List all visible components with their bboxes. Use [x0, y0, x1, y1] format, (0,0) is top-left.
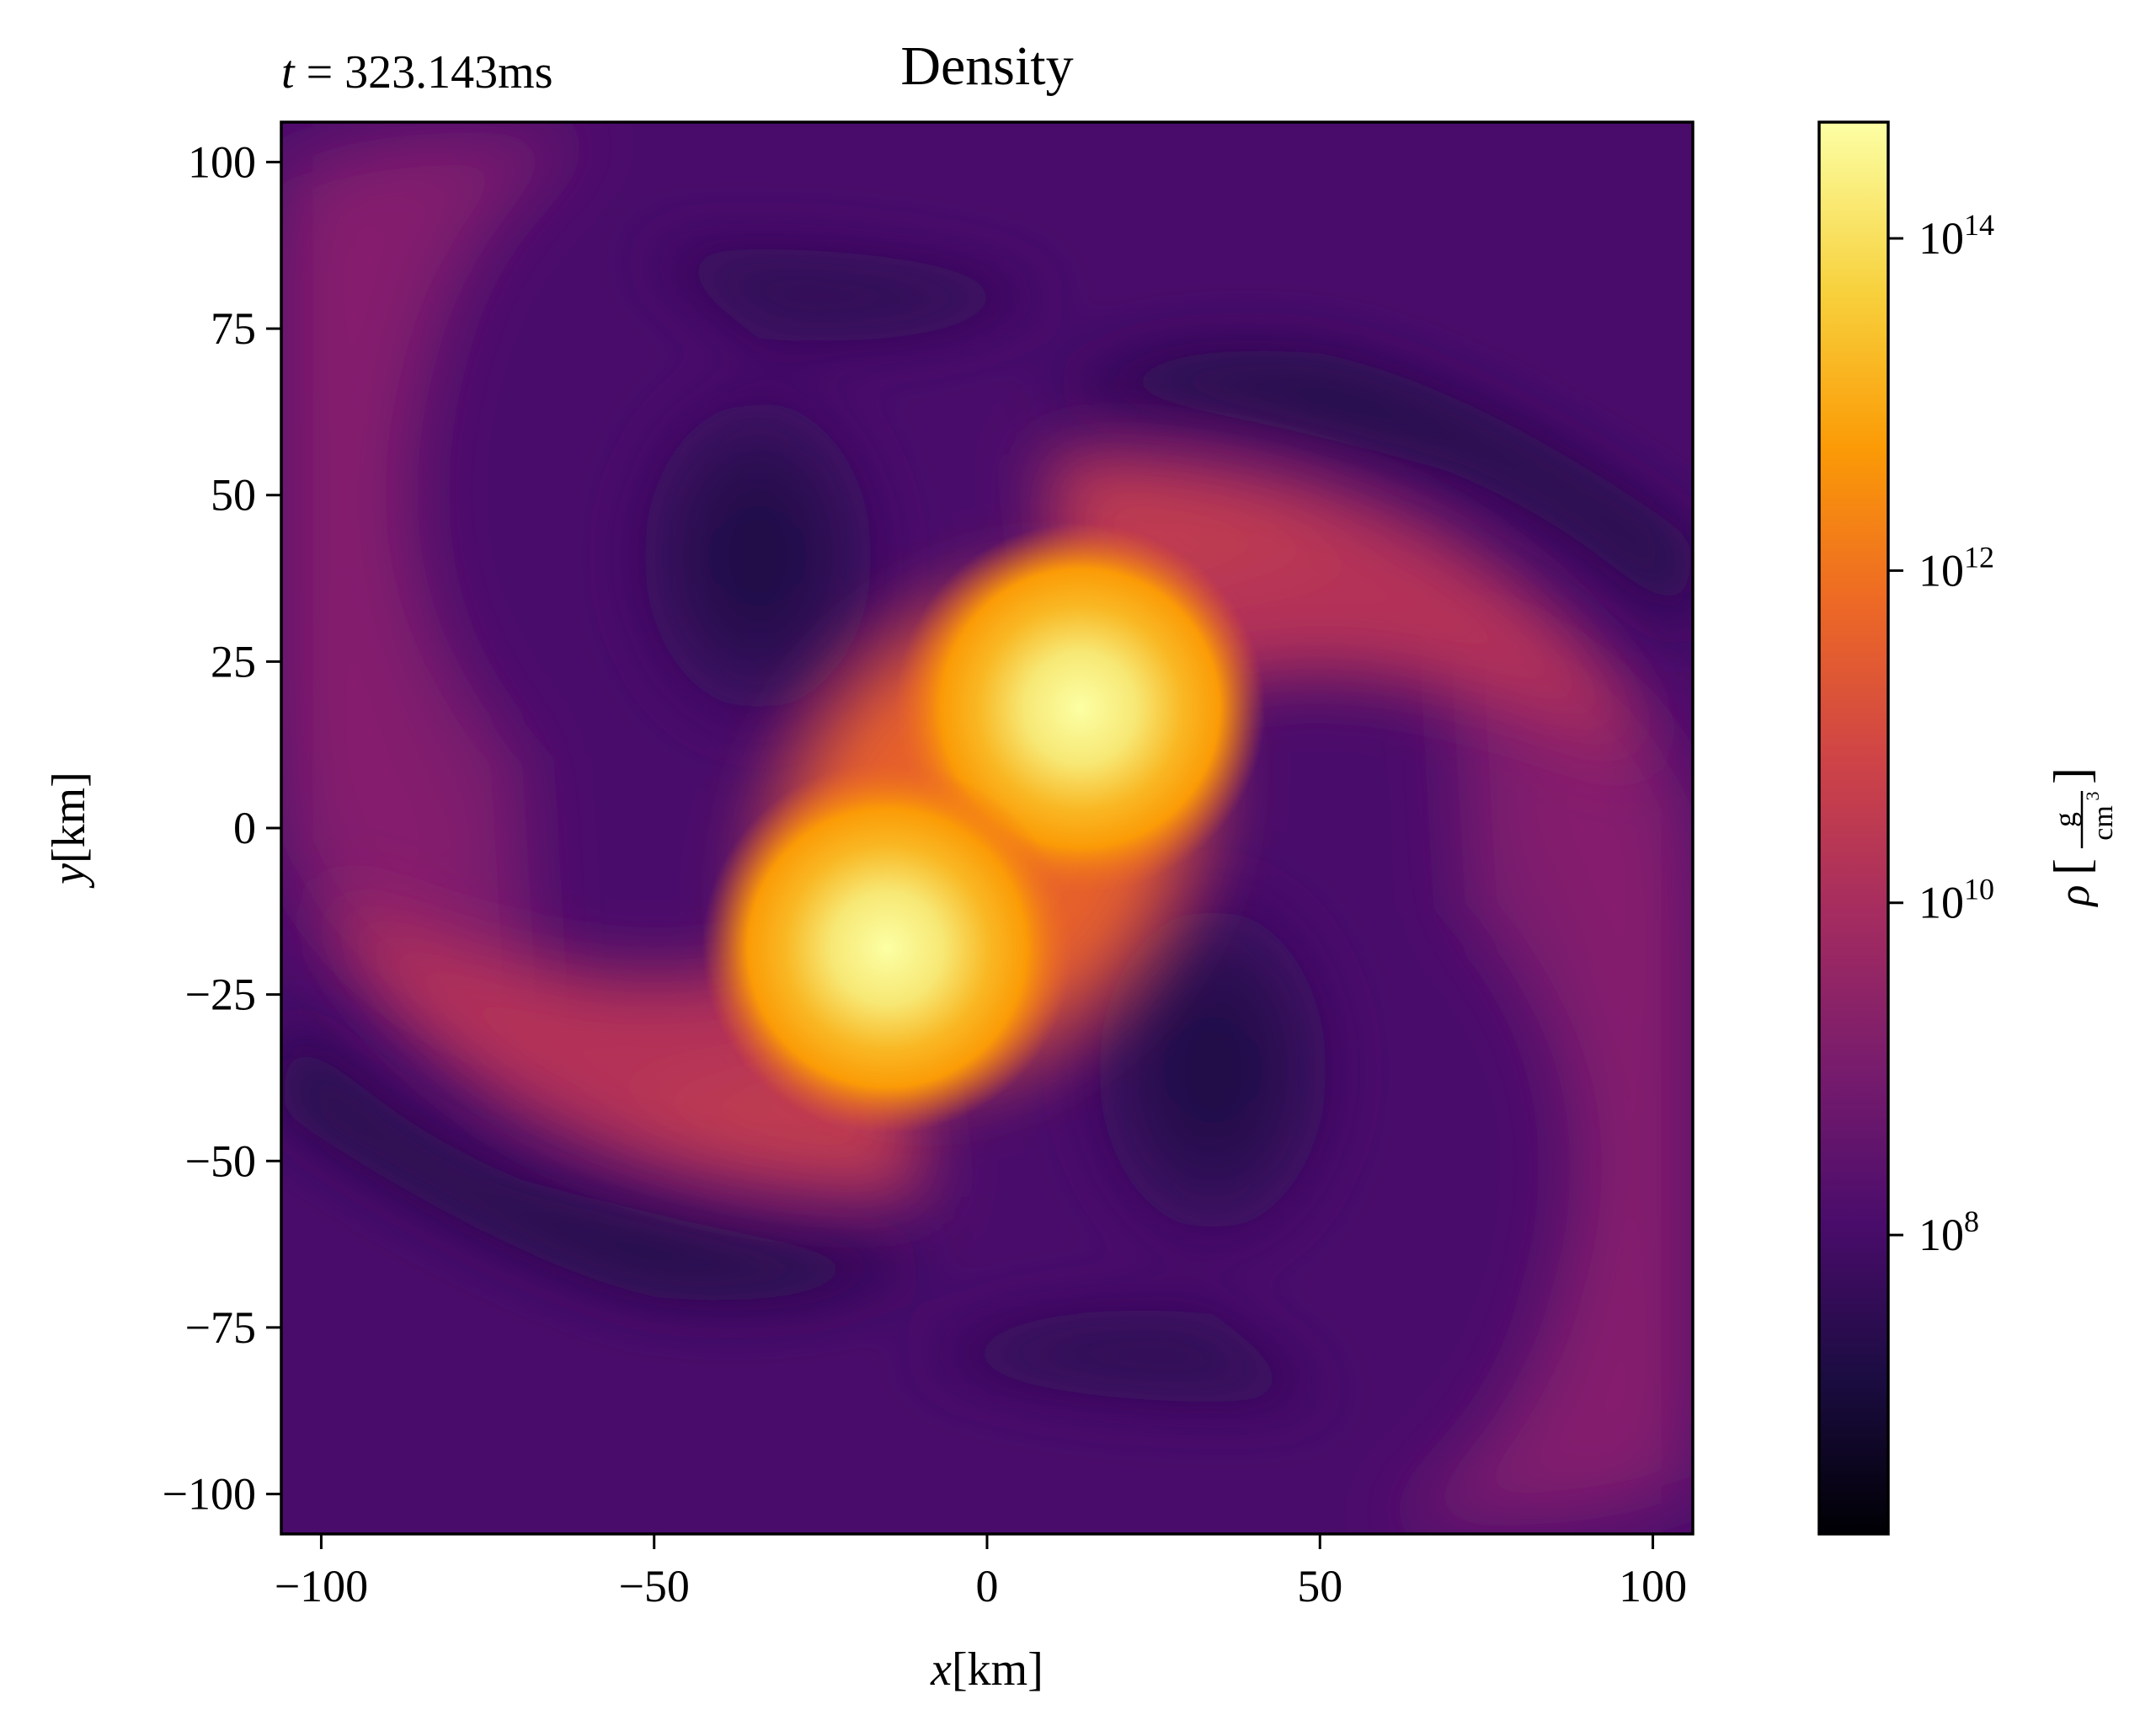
y-tick-label: −25 — [185, 970, 256, 1020]
svg-text:ρ: ρ — [2051, 885, 2099, 908]
y-tick-label: 0 — [233, 803, 256, 853]
y-axis: 100 75 50 25 0 −25 −50 −75 −100 — [163, 136, 281, 1520]
colorbar-label: ρ [ g cm 3 ] — [2044, 767, 2119, 907]
core-2 — [702, 762, 1073, 1134]
y-tick-label: −100 — [163, 1469, 256, 1520]
x-tick-label: −100 — [275, 1561, 368, 1611]
y-tick-label: 75 — [211, 303, 256, 354]
y-tick-label: −50 — [185, 1136, 256, 1186]
svg-text:3: 3 — [2082, 792, 2103, 801]
svg-text:]: ] — [2044, 767, 2100, 784]
time-annotation: t = 323.143ms — [281, 46, 553, 99]
y-tick-label: 25 — [211, 636, 256, 687]
x-tick-label: 0 — [976, 1561, 999, 1611]
svg-text:[: [ — [2044, 858, 2100, 875]
chart-title: Density — [900, 35, 1073, 97]
colorbar-tick-label: 108 — [1919, 1205, 1979, 1260]
colorbar-ticks: 108 1010 1012 1014 — [1888, 208, 1994, 1260]
colorbar-tick-label: 1010 — [1919, 873, 1994, 928]
svg-text:cm: cm — [2088, 805, 2119, 841]
x-tick-label: 100 — [1619, 1561, 1687, 1611]
y-tick-label: 50 — [211, 470, 256, 521]
x-axis-label: x[km] — [930, 1643, 1043, 1696]
colorbar-tick-label: 1012 — [1919, 540, 1994, 596]
x-tick-label: 50 — [1297, 1561, 1342, 1611]
y-tick-label: −75 — [185, 1302, 256, 1353]
svg-text:g: g — [2048, 812, 2082, 827]
x-axis: −100 −50 0 50 100 — [275, 1534, 1687, 1611]
x-tick-label: −50 — [618, 1561, 689, 1611]
colorbar-tick-label: 1014 — [1919, 208, 1994, 264]
y-axis-label: y[km] — [43, 772, 95, 889]
colorbar — [1817, 120, 1890, 1536]
density-heatmap — [281, 122, 1693, 1534]
y-tick-label: 100 — [188, 136, 256, 187]
